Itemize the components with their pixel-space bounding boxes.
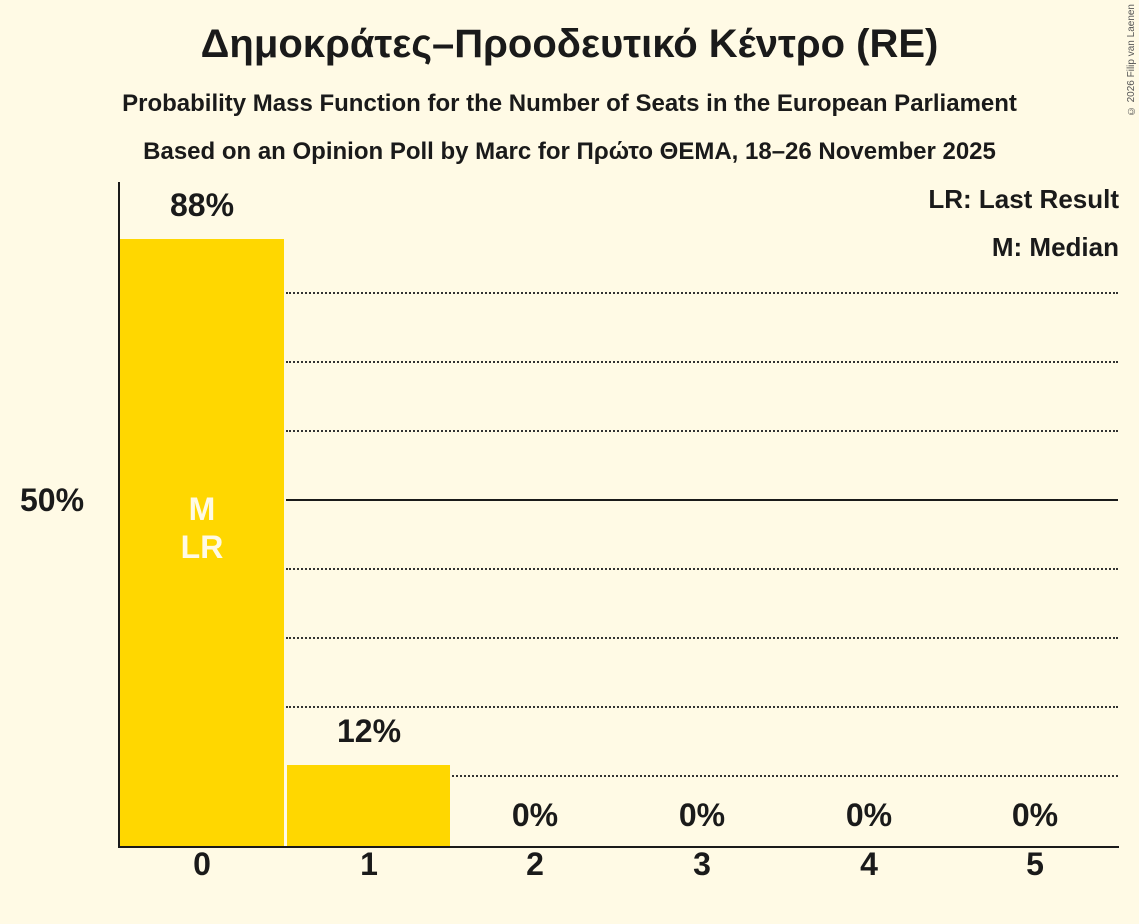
- last-result-marker: LR: [180, 529, 224, 565]
- gridline-70: [286, 361, 1118, 363]
- bar-label-4: 0%: [845, 797, 893, 833]
- bar-label-0: 88%: [169, 187, 235, 223]
- bar-label-2: 0%: [511, 797, 559, 833]
- bar-0: [120, 239, 284, 847]
- chart-subtitle: Probability Mass Function for the Number…: [122, 90, 1017, 117]
- gridline-50: [286, 499, 1118, 501]
- x-tick-4: 4: [860, 846, 878, 882]
- bar-1: [287, 765, 450, 847]
- gridline-40: [286, 568, 1118, 570]
- gridline-30: [286, 637, 1118, 639]
- gridline-20: [286, 706, 1118, 708]
- chart-source: Based on an Opinion Poll by Marc for Πρώ…: [143, 138, 996, 165]
- x-axis: [118, 846, 1119, 848]
- x-tick-5: 5: [1026, 846, 1044, 882]
- median-marker: M: [188, 491, 216, 527]
- legend-last-result: LR: Last Result: [928, 184, 1119, 214]
- x-tick-1: 1: [360, 846, 378, 882]
- gridline-10: [452, 775, 1118, 777]
- legend-median: M: Median: [991, 232, 1119, 262]
- gridline-80: [286, 292, 1118, 294]
- x-tick-2: 2: [526, 846, 544, 882]
- bar-label-5: 0%: [1011, 797, 1059, 833]
- bar-label-3: 0%: [678, 797, 726, 833]
- y-tick-50: 50%: [20, 482, 85, 518]
- chart-title: Δημοκράτες–Προοδευτικό Κέντρο (RE): [200, 22, 939, 66]
- x-tick-3: 3: [693, 846, 711, 882]
- bar-label-1: 12%: [336, 713, 402, 749]
- gridline-60: [286, 430, 1118, 432]
- copyright-notice: © 2026 Filip van Laenen: [1126, 4, 1137, 117]
- x-tick-0: 0: [193, 846, 211, 882]
- y-axis: [118, 182, 120, 848]
